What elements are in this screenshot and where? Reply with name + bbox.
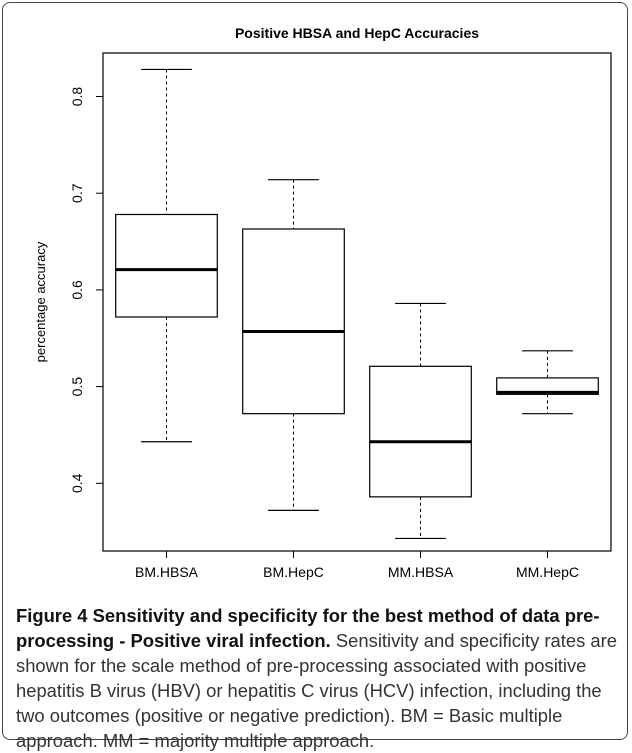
iqr-box (115, 213, 218, 318)
box-bm-hbsa (115, 68, 218, 443)
y-tick-label: 0.6 (69, 280, 85, 300)
y-axis-label: percentage accuracy (33, 241, 48, 362)
box-bm-hepc (242, 179, 345, 511)
figure-caption: Figure 4 Sensitivity and specificity for… (16, 603, 620, 753)
iqr-box (369, 365, 472, 498)
x-tick-label: BM.HBSA (135, 564, 199, 580)
caption-label: Figure 4 Sensitivity and specificity for… (16, 605, 600, 651)
x-axis: BM.HBSA BM.HepC MM.HBSA MM.HepC (135, 550, 579, 580)
box-mm-hepc (496, 350, 599, 415)
chart-title: Positive HBSA and HepC Accuracies (235, 25, 479, 41)
boxes (115, 68, 599, 540)
iqr-box (496, 377, 599, 395)
x-tick-label: MM.HepC (516, 564, 579, 580)
iqr-box (242, 228, 345, 415)
box-plot: Positive HBSA and HepC Accuracies percen… (33, 25, 612, 580)
x-tick-label: MM.HBSA (388, 564, 454, 580)
box-mm-hbsa (369, 302, 472, 540)
y-tick-label: 0.5 (69, 377, 85, 397)
y-tick-label: 0.7 (69, 183, 85, 203)
y-axis: 0.4 0.5 0.6 0.7 0.8 (69, 87, 104, 493)
y-tick-label: 0.8 (69, 87, 85, 107)
y-tick-label: 0.4 (69, 473, 85, 493)
x-tick-label: BM.HepC (263, 564, 324, 580)
